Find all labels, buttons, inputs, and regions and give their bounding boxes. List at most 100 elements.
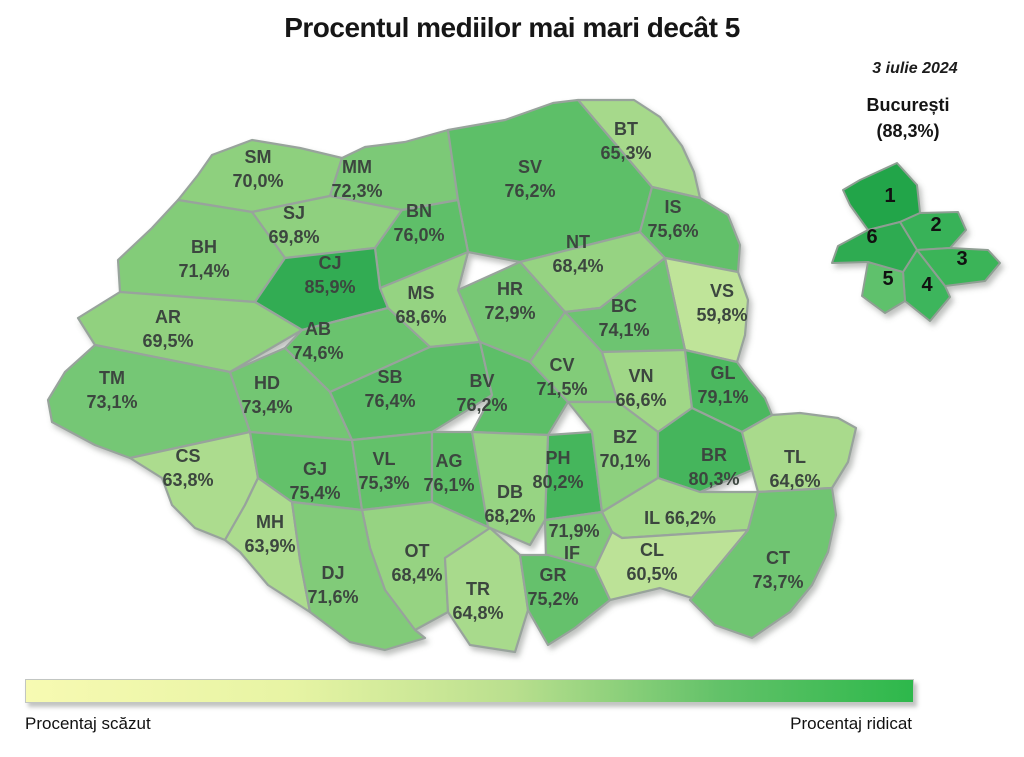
bucharest-sector-5-label: 5 — [882, 268, 893, 290]
county-HR-label: HR — [497, 279, 523, 299]
legend-high-label: Procentaj ridicat — [790, 714, 912, 733]
bucharest-sector-4-label: 4 — [921, 274, 933, 296]
county-CS-value: 63,8% — [162, 470, 213, 490]
county-TR-region — [443, 526, 530, 654]
county-SM-value: 70,0% — [232, 171, 283, 191]
county-CT-value: 73,7% — [752, 572, 803, 592]
county-CV-value: 71,5% — [536, 379, 587, 399]
county-MS-label: MS — [408, 283, 435, 303]
bucharest-caption: București (88,3%) — [818, 92, 998, 144]
county-VL-label: VL — [372, 449, 395, 469]
bucharest-sector-6-label: 6 — [866, 226, 877, 248]
county-TM-label: TM — [99, 368, 125, 388]
county-BR-value: 80,3% — [688, 469, 739, 489]
county-DB-region — [470, 430, 550, 547]
county-DJ-label: DJ — [321, 563, 344, 583]
county-BC-value: 74,1% — [598, 320, 649, 340]
county-BT-value: 65,3% — [600, 143, 651, 163]
bucharest-sector-labels: 1 23 4 56 — [866, 185, 967, 296]
county-NT-label: NT — [566, 232, 590, 252]
county-CS-label: CS — [175, 446, 200, 466]
county-HD-label: HD — [254, 373, 280, 393]
county-PH-label: PH — [545, 448, 570, 468]
county-TR-value: 64,8% — [452, 603, 503, 623]
county-MM-label: MM — [342, 157, 372, 177]
county-MH-value: 63,9% — [244, 536, 295, 556]
county-IS-label: IS — [664, 197, 681, 217]
county-TL-value: 64,6% — [769, 471, 820, 491]
county-BV-value: 76,2% — [456, 395, 507, 415]
county-MH-label: MH — [256, 512, 284, 532]
county-GR-label: GR — [540, 565, 567, 585]
county-OT-label: OT — [405, 541, 430, 561]
county-GJ-value: 75,4% — [289, 483, 340, 503]
county-BV-label: BV — [469, 371, 494, 391]
county-BZ-value: 70,1% — [599, 451, 650, 471]
bucharest-sector-1-label: 1 — [884, 185, 895, 207]
county-DB-value: 68,2% — [484, 506, 535, 526]
county-VL-region — [350, 430, 434, 512]
county-PH-value: 80,2% — [532, 472, 583, 492]
county-AB-label: AB — [305, 319, 331, 339]
bucharest-inset-map — [831, 162, 1001, 322]
county-DB-label: DB — [497, 482, 523, 502]
date-label: 3 iulie 2024 — [872, 60, 958, 77]
county-OT-value: 68,4% — [391, 565, 442, 585]
county-SB-value: 76,4% — [364, 391, 415, 411]
county-SJ-label: SJ — [283, 203, 305, 223]
county-DJ-region — [290, 500, 427, 652]
county-AG-label: AG — [436, 451, 463, 471]
county-CL-label: CL — [640, 540, 664, 560]
county-NT-value: 68,4% — [552, 256, 603, 276]
county-HD-value: 73,4% — [241, 397, 292, 417]
county-regions — [46, 98, 858, 654]
county-TM-value: 73,1% — [86, 392, 137, 412]
county-IF-label: IF — [564, 543, 580, 563]
county-BZ-label: BZ — [613, 427, 637, 447]
county-BH-value: 71,4% — [178, 261, 229, 281]
county-GL-label: GL — [711, 363, 736, 383]
county-IF-value: 71,9% — [548, 521, 599, 541]
county-BR-label: BR — [701, 445, 727, 465]
county-VL-value: 75,3% — [358, 473, 409, 493]
county-AR-label: AR — [155, 307, 181, 327]
bucharest-name: București — [866, 95, 950, 115]
county-CJ-label: CJ — [318, 253, 341, 273]
county-GJ-label: GJ — [303, 459, 327, 479]
bucharest-value: (88,3%) — [876, 121, 940, 141]
county-MS-value: 68,6% — [395, 307, 446, 327]
county-SJ-value: 69,8% — [268, 227, 319, 247]
county-BT-label: BT — [614, 119, 638, 139]
county-GR-region — [518, 553, 612, 647]
county-VS-value: 59,8% — [696, 305, 747, 325]
county-CV-label: CV — [549, 355, 574, 375]
county-AG-value: 76,1% — [423, 475, 474, 495]
bucharest-sector-3-label: 3 — [956, 248, 967, 270]
county-SM-label: SM — [245, 147, 272, 167]
county-CL-value: 60,5% — [626, 564, 677, 584]
county-SB-label: SB — [377, 367, 402, 387]
county-labels: BT 65,3% SM 70,0% MM 72,3% SV 76,2% IS 75,6% SJ 69,… — [86, 119, 820, 623]
county-BN-label: BN — [406, 201, 432, 221]
legend-gradient-bar — [25, 679, 914, 703]
bucharest-sector-2-label: 2 — [930, 214, 941, 236]
county-BH-label: BH — [191, 237, 217, 257]
county-IL-label: IL 66,2% — [644, 508, 716, 528]
county-HR-value: 72,9% — [484, 303, 535, 323]
county-TR-label: TR — [466, 579, 490, 599]
county-GL-value: 79,1% — [697, 387, 748, 407]
county-VN-label: VN — [628, 366, 653, 386]
county-BN-value: 76,0% — [393, 225, 444, 245]
county-TL-label: TL — [784, 447, 806, 467]
county-VN-value: 66,6% — [615, 390, 666, 410]
county-DJ-value: 71,6% — [307, 587, 358, 607]
page-title: Procentul mediilor mai mari decât 5 — [284, 12, 740, 43]
county-SV-value: 76,2% — [504, 181, 555, 201]
county-BC-label: BC — [611, 296, 637, 316]
county-VS-label: VS — [710, 281, 734, 301]
county-AR-value: 69,5% — [142, 331, 193, 351]
legend-low-label: Procentaj scăzut — [25, 714, 151, 733]
county-CJ-value: 85,9% — [304, 277, 355, 297]
